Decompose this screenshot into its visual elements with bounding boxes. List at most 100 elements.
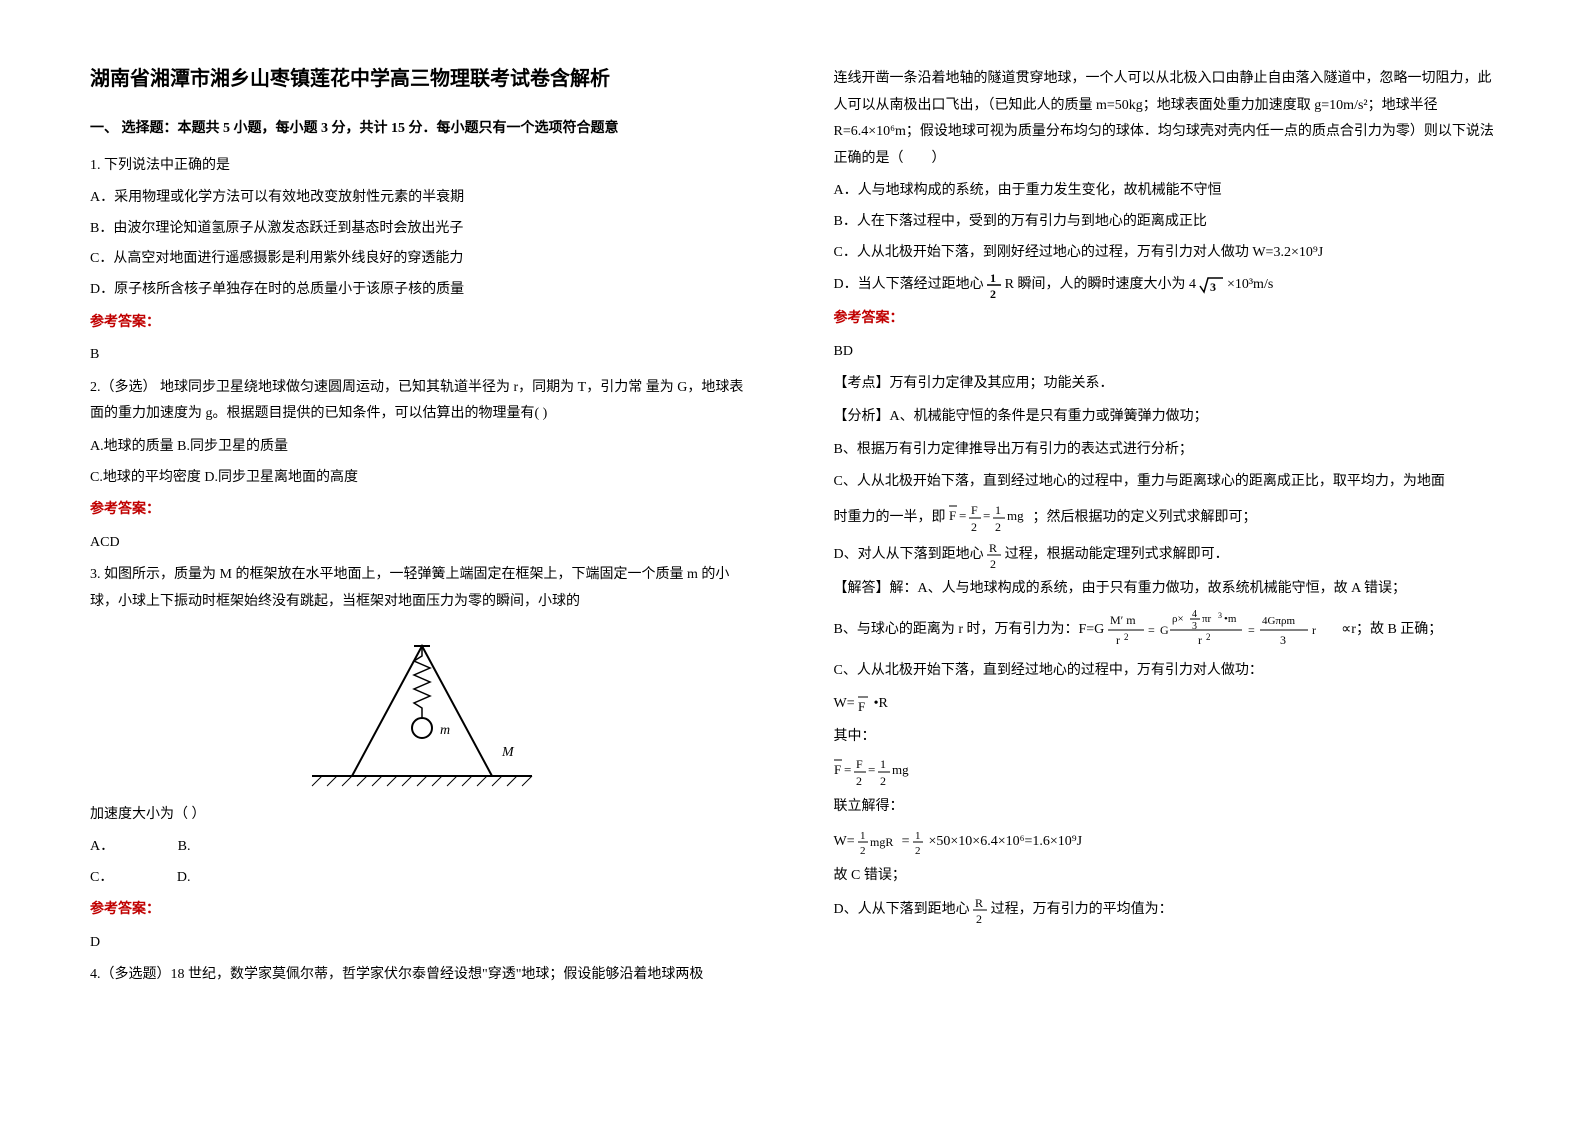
svg-text:•m: •m (1224, 613, 1237, 625)
svg-text:=: = (1248, 623, 1255, 637)
sqrt3-icon: 3 (1199, 276, 1223, 294)
fbar-icon: F (858, 694, 870, 714)
q3-opt-c: C． (90, 865, 113, 892)
svg-text:2: 2 (860, 845, 866, 857)
exam-title: 湖南省湘潭市湘乡山枣镇莲花中学高三物理联考试卷含解析 (90, 60, 754, 98)
left-column: 湖南省湘潭市湘乡山枣镇莲花中学高三物理联考试卷含解析 一、 选择题：本题共 5 … (0, 0, 794, 1122)
svg-text:2: 2 (856, 774, 862, 788)
svg-text:2: 2 (915, 845, 921, 857)
svg-text:r: r (1198, 633, 1202, 647)
frac-r-2-icon: R 2 (987, 540, 1001, 570)
svg-text:1: 1 (990, 271, 996, 285)
jieda-b-pre: B、与球心的距离为 r 时，万有引力为：F=G (834, 623, 1105, 638)
svg-text:4: 4 (1192, 609, 1197, 620)
gravity-formula-icon: M′ m r2 = G ρ× 4 3 πr 3 •m r2 = 4Gπρm 3 … (1108, 608, 1338, 652)
fbar-f2-mg2-icon: F = F 2 = 1 2 mg (949, 502, 1029, 534)
q1-opt-b: B．由波尔理论知道氢原子从激发态跃迁到基态时会放出光子 (90, 216, 754, 243)
w2-post: ×50×10×6.4×10⁶=1.6×10⁹J (929, 834, 1083, 849)
fenxi-b: B、根据万有引力定律推导出万有引力的表达式进行分析； (834, 437, 1498, 464)
svg-text:mg: mg (1007, 508, 1024, 523)
svg-text:1: 1 (915, 830, 921, 842)
svg-text:2: 2 (990, 287, 996, 300)
jieda-c: C、人从北极开始下落，直到经过地心的过程中，万有引力对人做功： (834, 658, 1498, 685)
q4-d-pre: D．当人下落经过距地心 (834, 277, 984, 292)
q3-opt-d: D. (177, 865, 191, 892)
svg-text:2: 2 (971, 520, 977, 534)
q4-stem-right: 连线开凿一条沿着地轴的隧道贯穿地球，一个人可以从北极入口由静止自由落入隧道中，忽… (834, 66, 1498, 172)
svg-text:2: 2 (1206, 632, 1211, 642)
svg-text:3: 3 (1280, 633, 1286, 647)
q4-d-end: ×10³m/s (1227, 277, 1273, 292)
q1-opt-a: A．采用物理或化学方法可以有效地改变放射性元素的半衰期 (90, 185, 754, 212)
fenxi-a: 【分析】A、机械能守恒的条件是只有重力或弹簧弹力做功； (834, 404, 1498, 431)
svg-text:R: R (975, 896, 983, 910)
right-column: 连线开凿一条沿着地轴的隧道贯穿地球，一个人可以从北极入口由静止自由落入隧道中，忽… (794, 0, 1587, 1122)
half-mgr-icon: 1 2 mgR (858, 827, 898, 857)
svg-text:F: F (949, 508, 956, 523)
svg-text:ρ×: ρ× (1172, 613, 1184, 625)
q2-answer: ACD (90, 530, 754, 557)
svg-text:R: R (989, 541, 997, 555)
q4-opt-c: C．人从北极开始下落，到刚好经过地心的过程，万有引力对人做功 W=3.2×10⁹… (834, 240, 1498, 267)
kaodian: 【考点】万有引力定律及其应用；功能关系． (834, 371, 1498, 398)
svg-text:1: 1 (995, 503, 1001, 517)
w2-pre: W= (834, 834, 855, 849)
svg-text:2: 2 (976, 912, 982, 925)
svg-text:G: G (1160, 623, 1169, 637)
q2-opt-ab: A.地球的质量 B.同步卫星的质量 (90, 434, 754, 461)
section-1-heading: 一、 选择题：本题共 5 小题，每小题 3 分，共计 15 分．每小题只有一个选… (90, 116, 754, 143)
q4-opt-a: A．人与地球构成的系统，由于重力发生变化，故机械能不守恒 (834, 178, 1498, 205)
frac-r-2-icon-2: R 2 (973, 895, 987, 925)
svg-text:2: 2 (1124, 632, 1129, 642)
q3-opt-b: B. (178, 834, 191, 861)
fenxi-d-pre: D、对人从下落到距地心 (834, 547, 984, 562)
svg-text:πr: πr (1202, 613, 1212, 625)
fenxi-c2: 时重力的一半，即 F = F 2 = 1 2 mg ；然后根据功的定义列式求解即… (834, 502, 1498, 534)
fenxi-c: C、人从北极开始下落，直到经过地心的过程中，重力与距离球心的距离成正比，取平均力… (834, 469, 1498, 496)
q1-answer: B (90, 342, 754, 369)
svg-text:F: F (834, 762, 841, 777)
fenxi-c2-pre: 时重力的一半，即 (834, 510, 946, 525)
svg-text:2: 2 (880, 774, 886, 788)
q2-opt-cd: C.地球的平均密度 D.同步卫星离地面的高度 (90, 465, 754, 492)
q3-answer: D (90, 930, 754, 957)
svg-text:=: = (983, 508, 990, 523)
svg-text:=: = (1148, 623, 1155, 637)
q3-opt-a: A． (90, 834, 114, 861)
svg-text:=: = (868, 762, 875, 777)
svg-text:m: m (440, 723, 450, 738)
half-icon: 1 2 (913, 827, 925, 857)
svg-text:mg: mg (892, 762, 909, 777)
q1-opt-d: D．原子核所含核子单独存在时的总质量小于该原子核的质量 (90, 277, 754, 304)
q4-answer-label: 参考答案： (834, 306, 1498, 333)
q4-answer: BD (834, 339, 1498, 366)
q1-answer-label: 参考答案： (90, 310, 754, 337)
svg-text:2: 2 (990, 557, 996, 570)
svg-text:M: M (501, 745, 515, 760)
qizhong: 其中： (834, 724, 1498, 751)
q3-stem-1: 3. 如图所示，质量为 M 的框架放在水平地面上，一轻弹簧上端固定在框架上，下端… (90, 562, 754, 615)
jieda-b: B、与球心的距离为 r 时，万有引力为：F=G M′ m r2 = G ρ× 4… (834, 608, 1498, 652)
fenxi-c2-post: ；然后根据功的定义列式求解即可； (1033, 510, 1257, 525)
q1-opt-c: C．从高空对地面进行遥感摄影是利用紫外线良好的穿透能力 (90, 246, 754, 273)
q1-stem: 1. 下列说法中正确的是 (90, 153, 754, 180)
q3-diagram: m M (292, 626, 552, 796)
svg-text:4Gπρm: 4Gπρm (1262, 615, 1295, 627)
q4-opt-d: D．当人下落经过距地心 1 2 R 瞬间，人的瞬时速度大小为 4 3 ×10³m… (834, 270, 1498, 300)
d2-post: 过程，万有引力的平均值为： (991, 903, 1173, 918)
q3-stem-2: 加速度大小为（ ） (90, 802, 754, 829)
svg-text:=: = (844, 762, 851, 777)
svg-text:1: 1 (880, 757, 886, 771)
frac-1-2-icon: 1 2 (987, 270, 1001, 300)
q2-answer-label: 参考答案： (90, 497, 754, 524)
w-result: W= 1 2 mgR = 1 2 ×50×10×6.4×10⁶=1.6×10⁹J (834, 827, 1498, 857)
fbar-f2-mg2-icon-2: F = F 2 = 1 2 mg (834, 756, 914, 788)
svg-text:F: F (858, 699, 865, 714)
svg-text:r: r (1312, 623, 1316, 637)
svg-text:3: 3 (1218, 611, 1222, 620)
lianli: 联立解得： (834, 794, 1498, 821)
svg-text:F: F (856, 757, 863, 771)
svg-text:=: = (959, 508, 966, 523)
fbar-eq: F = F 2 = 1 2 mg (834, 756, 1498, 788)
svg-text:2: 2 (995, 520, 1001, 534)
